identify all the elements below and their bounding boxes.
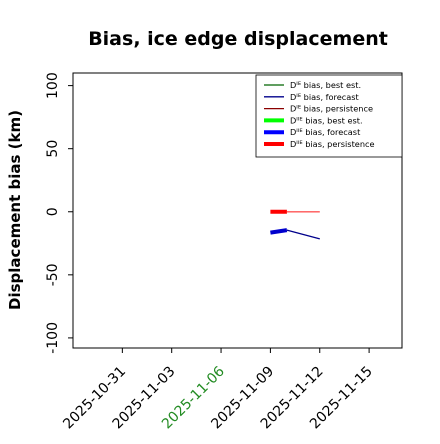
y-tick-label-2: 0 (45, 207, 61, 216)
legend: Dᴵᴱ bias, best est. Dᴵᴱ bias, forecast Dᴵᴱ… (255, 74, 403, 158)
legend-label-5: Dᴵᴵᴱ bias, persistence (290, 139, 375, 149)
y-tick-label-3: -50 (45, 263, 61, 286)
series-line-0 (286, 229, 320, 240)
legend-label-4: Dᴵᴵᴱ bias, forecast (290, 127, 361, 137)
chart-title: Bias, ice edge displacement (88, 28, 388, 50)
y-tick-label-0: 100 (45, 72, 61, 99)
series-line-2 (270, 228, 288, 235)
legend-label-3: Dᴵᴵᴱ bias, best est. (290, 115, 363, 125)
y-tick-label-1: 50 (45, 140, 61, 158)
y-axis-label: Displacement bias (km) (6, 110, 24, 310)
plot-frame (72, 72, 403, 349)
y-tick-label-4: -100 (45, 322, 61, 354)
legend-label-1: Dᴵᴱ bias, forecast (290, 92, 360, 102)
legend-label-0: Dᴵᴱ bias, best est. (290, 80, 361, 90)
legend-label-2: Dᴵᴱ bias, persistence (290, 104, 373, 114)
